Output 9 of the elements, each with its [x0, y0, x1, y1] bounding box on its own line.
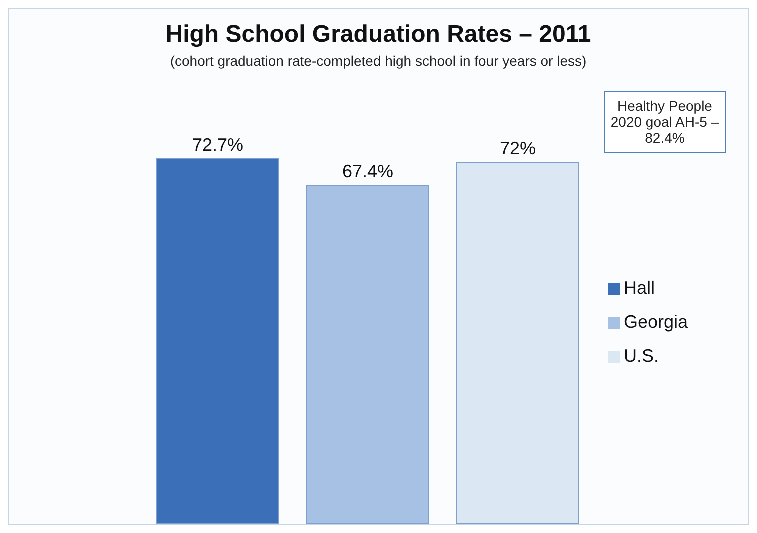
legend-label: Hall — [624, 278, 655, 298]
data-label: 72.7% — [192, 135, 244, 155]
text: Healthy People 2020 goal AH-5 – 82.4% — [604, 91, 726, 153]
legend-label: Georgia — [624, 312, 688, 332]
chart-title: High School Graduation Rates – 2011 — [164, 21, 592, 49]
data-label: 72% — [500, 138, 536, 159]
data-label: 67.4% — [342, 162, 394, 182]
chart-subtitle: (cohort graduation rate-completed high school in four years or less) — [169, 53, 588, 69]
legend-label: U.S. — [624, 346, 659, 366]
